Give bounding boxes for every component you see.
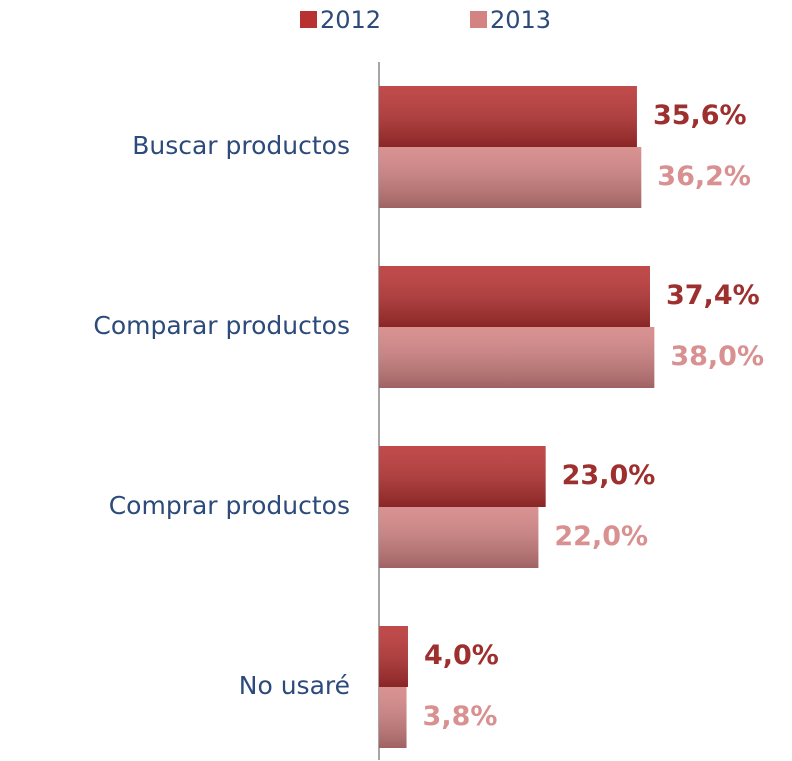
bar-shade: [379, 266, 650, 327]
category-label: No usaré: [239, 671, 350, 700]
bar-shade: [379, 327, 655, 388]
bar-shade: [379, 507, 539, 568]
value-label: 35,6%: [653, 100, 747, 131]
bar-shade: [379, 86, 637, 147]
value-label: 3,8%: [423, 701, 498, 732]
legend-swatch: [470, 11, 487, 28]
value-label: 4,0%: [424, 640, 499, 671]
value-label: 38,0%: [670, 341, 764, 372]
legend-label: 2012: [320, 6, 381, 34]
value-label: 36,2%: [657, 161, 751, 192]
category-label: Comparar productos: [93, 311, 350, 340]
bar-shade: [379, 687, 407, 748]
value-label: 22,0%: [554, 521, 648, 552]
value-label: 37,4%: [666, 280, 760, 311]
category-label: Comprar productos: [109, 491, 350, 520]
bar-shade: [379, 147, 642, 208]
value-label: 23,0%: [562, 460, 656, 491]
legend-swatch: [300, 11, 317, 28]
category-label: Buscar productos: [132, 131, 350, 160]
legend-label: 2013: [490, 6, 551, 34]
bar-shade: [379, 626, 408, 687]
bar-shade: [379, 446, 546, 507]
